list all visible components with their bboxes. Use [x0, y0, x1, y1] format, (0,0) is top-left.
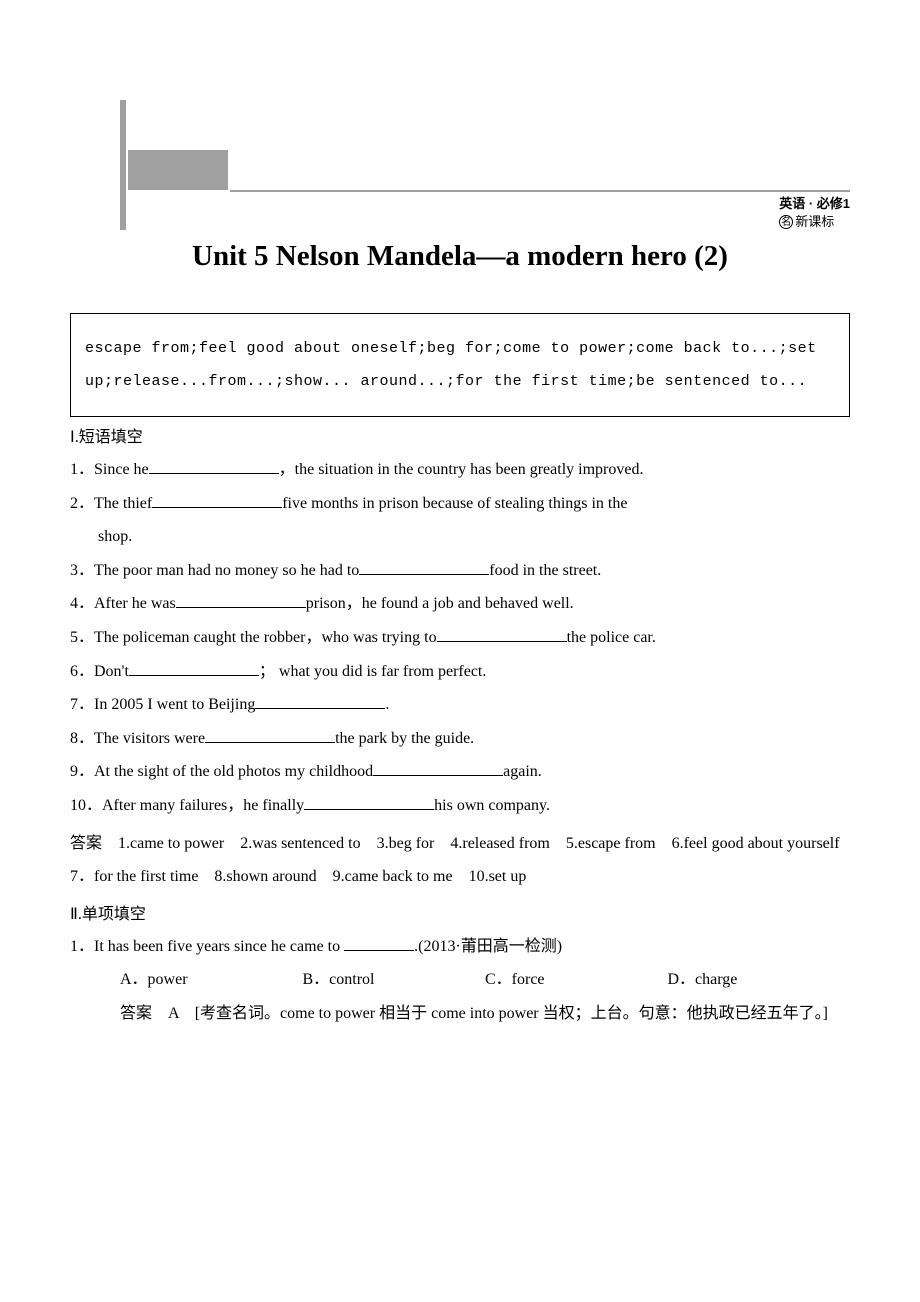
q3-text-b: food in the street.: [489, 562, 601, 579]
blank: [437, 626, 567, 642]
question-1: 1．Since he ，the situation in the country …: [70, 453, 850, 487]
standard-icon: 名: [779, 215, 793, 229]
blank: [359, 559, 489, 575]
q10-text-b: his own company.: [434, 797, 550, 814]
answers-label: 答案: [70, 835, 102, 852]
option-c: C．force: [485, 963, 668, 997]
q5-text-b: the police car.: [567, 629, 656, 646]
blank: [373, 760, 503, 776]
question-9: 9．At the sight of the old photos my chil…: [70, 755, 850, 789]
option-a: A．power: [120, 963, 303, 997]
q8-text-a: 8．The visitors were: [70, 730, 205, 747]
s2-q1-options: A．power B．control C．force D．charge: [70, 963, 850, 997]
question-6: 6．Don't ； what you did is far from perfec…: [70, 655, 850, 689]
blank: [205, 727, 335, 743]
section-2-label: Ⅱ.单项填空: [70, 900, 850, 924]
option-b: B．control: [303, 963, 486, 997]
vocabulary-box: escape from;feel good about oneself;beg …: [70, 313, 850, 417]
question-10: 10．After many failures，he finally his own…: [70, 789, 850, 823]
q7-text-b: .: [385, 696, 389, 713]
q4-text-a: 4．After he was: [70, 595, 176, 612]
s2-q1-text-a: 1．It has been five years since he came t…: [70, 938, 344, 955]
q5-text-a: 5．The policeman caught the robber，who wa…: [70, 629, 437, 646]
subject-label: 英语 · 必修1: [779, 195, 850, 213]
q1-text-b: ，the situation in the country has been g…: [279, 461, 644, 478]
header-decoration: 英语 · 必修1 名 新课标: [70, 100, 850, 180]
q6-text-a: 6．Don't: [70, 663, 129, 680]
blank: [152, 492, 282, 508]
question-4: 4．After he was prison，he found a job and …: [70, 587, 850, 621]
s2-q1-answer: 答案 A [考查名词。come to power 相当于 come into p…: [70, 997, 850, 1031]
blank: [344, 935, 414, 951]
q1-text-a: 1．Since he: [70, 461, 149, 478]
q9-text-b: again.: [503, 763, 542, 780]
decoration-vertical-bar: [120, 100, 126, 230]
blank: [129, 660, 259, 676]
answer-text: A [考查名词。come to power 相当于 come into powe…: [152, 1005, 828, 1022]
q10-text-a: 10．After many failures，he finally: [70, 797, 304, 814]
option-d: D．charge: [668, 963, 851, 997]
q2-text-a: 2．The thief: [70, 495, 152, 512]
blank: [255, 693, 385, 709]
question-8: 8．The visitors were the park by the guide…: [70, 722, 850, 756]
answers-text: 1.came to power 2.was sentenced to 3.beg…: [70, 835, 856, 886]
decoration-gray-box: [128, 150, 228, 190]
section-1-answers: 答案 1.came to power 2.was sentenced to 3.…: [70, 827, 850, 894]
q9-text-a: 9．At the sight of the old photos my chil…: [70, 763, 373, 780]
q8-text-b: the park by the guide.: [335, 730, 474, 747]
q7-text-a: 7．In 2005 I went to Beijing: [70, 696, 255, 713]
standard-label: 新课标: [795, 213, 834, 231]
decoration-horizontal-line: [230, 190, 850, 192]
blank: [149, 458, 279, 474]
question-2: 2．The thief five months in prison because…: [70, 487, 850, 521]
section-1-label: Ⅰ.短语填空: [70, 423, 850, 447]
page-title: Unit 5 Nelson Mandela—a modern hero (2): [70, 240, 850, 273]
blank: [176, 592, 306, 608]
question-3: 3．The poor man had no money so he had to…: [70, 554, 850, 588]
s2-question-1: 1．It has been five years since he came t…: [70, 930, 850, 964]
q6-text-b: ； what you did is far from perfect.: [259, 663, 487, 680]
question-5: 5．The policeman caught the robber，who wa…: [70, 621, 850, 655]
blank: [304, 794, 434, 810]
q3-text-a: 3．The poor man had no money so he had to: [70, 562, 359, 579]
q4-text-b: prison，he found a job and behaved well.: [306, 595, 574, 612]
question-7: 7．In 2005 I went to Beijing.: [70, 688, 850, 722]
s2-q1-text-b: .(2013·莆田高一检测): [414, 938, 562, 955]
answer-label: 答案: [120, 1005, 152, 1022]
header-meta: 英语 · 必修1 名 新课标: [779, 195, 850, 231]
q2-text-b: five months in prison because of stealin…: [282, 495, 627, 512]
question-2-cont: shop.: [70, 520, 850, 554]
